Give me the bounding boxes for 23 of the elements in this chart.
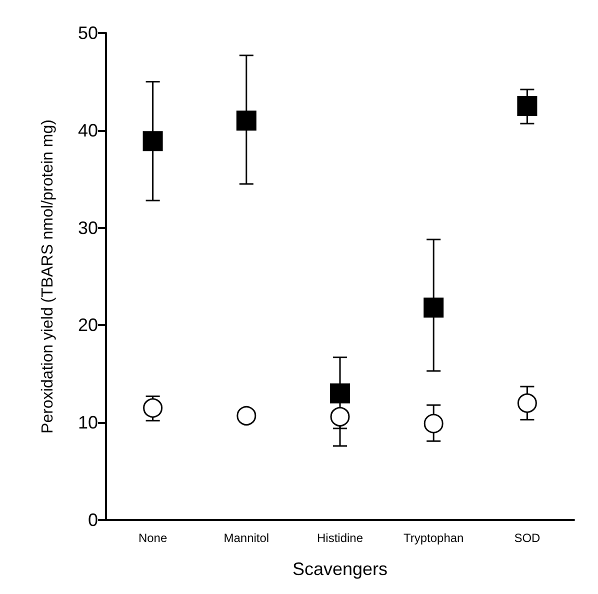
point (236, 110, 256, 131)
point (142, 131, 163, 152)
y-tick-label: 40 (78, 120, 98, 140)
point (424, 298, 444, 318)
x-tick-label: None (138, 531, 168, 545)
x-tick-label: Mannitol (224, 531, 270, 545)
y-axis-title: Peroxidation yield (TBARS nmol/protein mg) (40, 120, 56, 434)
y-tick-label: 20 (78, 315, 98, 336)
point (330, 383, 350, 404)
x-tick-label: SOD (514, 531, 541, 545)
point (424, 414, 444, 434)
y-tick-label: 30 (78, 218, 98, 238)
point (330, 407, 350, 426)
x-axis-title: Scavengers (292, 559, 388, 579)
x-tick-label: Histidine (316, 531, 364, 545)
point (143, 398, 163, 418)
point (517, 393, 537, 413)
point (236, 406, 256, 426)
y-tick-label: 0 (88, 510, 98, 530)
point (517, 96, 538, 116)
y-tick-label: 50 (78, 23, 98, 43)
y-tick-label: 10 (78, 412, 98, 433)
x-tick-label: Tryptophan (403, 531, 464, 545)
